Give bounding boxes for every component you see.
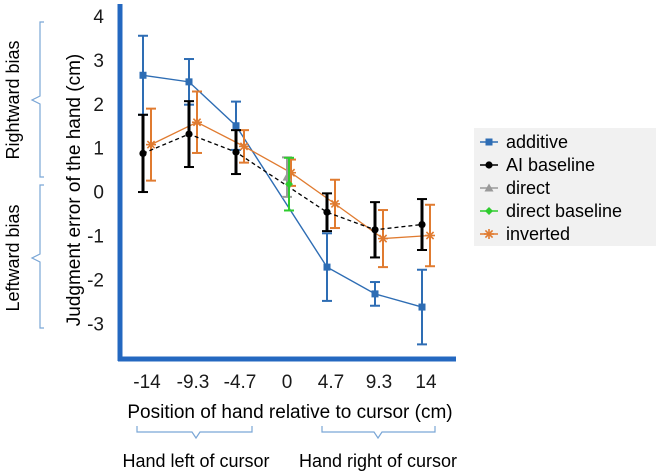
data-point: [185, 78, 193, 86]
series-inverted: [146, 90, 435, 269]
leftward-bias-bracket: [30, 184, 44, 329]
x-tick-label: -4.7: [224, 372, 257, 393]
x-tick-label: 14: [415, 372, 437, 393]
hand-right-label: Hand right of cursor: [299, 451, 457, 471]
legend-label: inverted: [506, 224, 570, 244]
legend-marker: [484, 229, 494, 239]
data-point: [239, 141, 249, 152]
legend-label: direct: [506, 178, 550, 198]
legend-marker: [485, 207, 493, 215]
hand-right-bracket: [321, 426, 436, 440]
legend-label: direct baseline: [506, 201, 622, 221]
data-point: [418, 220, 426, 229]
legend-marker: [484, 183, 494, 192]
data-point: [139, 149, 147, 158]
data-point: [425, 230, 435, 241]
y-tick-label: 3: [93, 51, 104, 72]
y-tick-label: -3: [87, 314, 104, 335]
legend-item-direct: direct: [480, 178, 550, 198]
legend-marker: [485, 138, 493, 146]
data-point: [323, 263, 331, 271]
legend-marker: [485, 161, 493, 169]
y-tick-label: 0: [93, 183, 104, 204]
data-point: [139, 71, 147, 79]
y-tick-label: -1: [87, 227, 104, 248]
x-tick-label: 0: [282, 372, 293, 393]
legend-background: [474, 128, 656, 246]
leftward-bias-label: Leftward bias: [3, 204, 23, 311]
series-direct-baseline: [284, 156, 294, 212]
legend-item-direct-baseline: direct baseline: [480, 201, 622, 221]
x-tick-label: -14: [133, 372, 161, 393]
x-tick-label: 4.7: [318, 372, 344, 393]
legend-item-ai-baseline: AI baseline: [480, 155, 595, 175]
series-ai-baseline: [138, 100, 427, 259]
y-tick-label: -2: [87, 270, 104, 291]
data-point: [330, 198, 340, 209]
data-point: [418, 303, 426, 311]
data-point: [232, 122, 240, 130]
data-point: [232, 148, 240, 156]
x-tick-label: -9.3: [177, 372, 210, 393]
y-tick-label: 2: [93, 95, 104, 116]
y-axis-ticks: 4 3 2 1 0 -1 -2 -3: [87, 7, 104, 335]
y-tick-label: 1: [93, 139, 104, 160]
data-point: [371, 290, 379, 298]
series-layer: [138, 34, 435, 346]
series-line: [142, 133, 423, 231]
legend-item-inverted: inverted: [480, 224, 570, 244]
rightward-bias-label: Rightward bias: [3, 40, 23, 159]
legend-label: AI baseline: [506, 155, 595, 175]
data-point: [185, 130, 193, 138]
legend: additive AI baseline direct direct baseline…: [474, 128, 656, 246]
series-line: [142, 74, 423, 308]
data-point: [146, 139, 156, 150]
x-tick-label: 9.3: [366, 372, 392, 393]
hand-left-bracket: [136, 426, 253, 440]
x-axis-label: Position of hand relative to cursor (cm): [127, 402, 452, 423]
data-point: [371, 226, 379, 234]
y-axis-label: Judgment error of the hand (cm): [64, 54, 85, 326]
data-point: [285, 180, 293, 189]
data-point: [192, 117, 202, 128]
rightward-bias-bracket: [30, 21, 44, 178]
hand-left-label: Hand left of cursor: [122, 451, 269, 471]
data-point: [323, 208, 331, 216]
legend-label: additive: [506, 132, 568, 152]
series-additive: [138, 34, 427, 346]
data-point: [378, 233, 388, 244]
y-tick-label: 4: [93, 7, 104, 28]
legend-item-additive: additive: [480, 132, 568, 152]
plot-frame: [117, 4, 456, 362]
x-axis-ticks: -14 -9.3 -4.7 0 4.7 9.3 14: [133, 372, 437, 393]
